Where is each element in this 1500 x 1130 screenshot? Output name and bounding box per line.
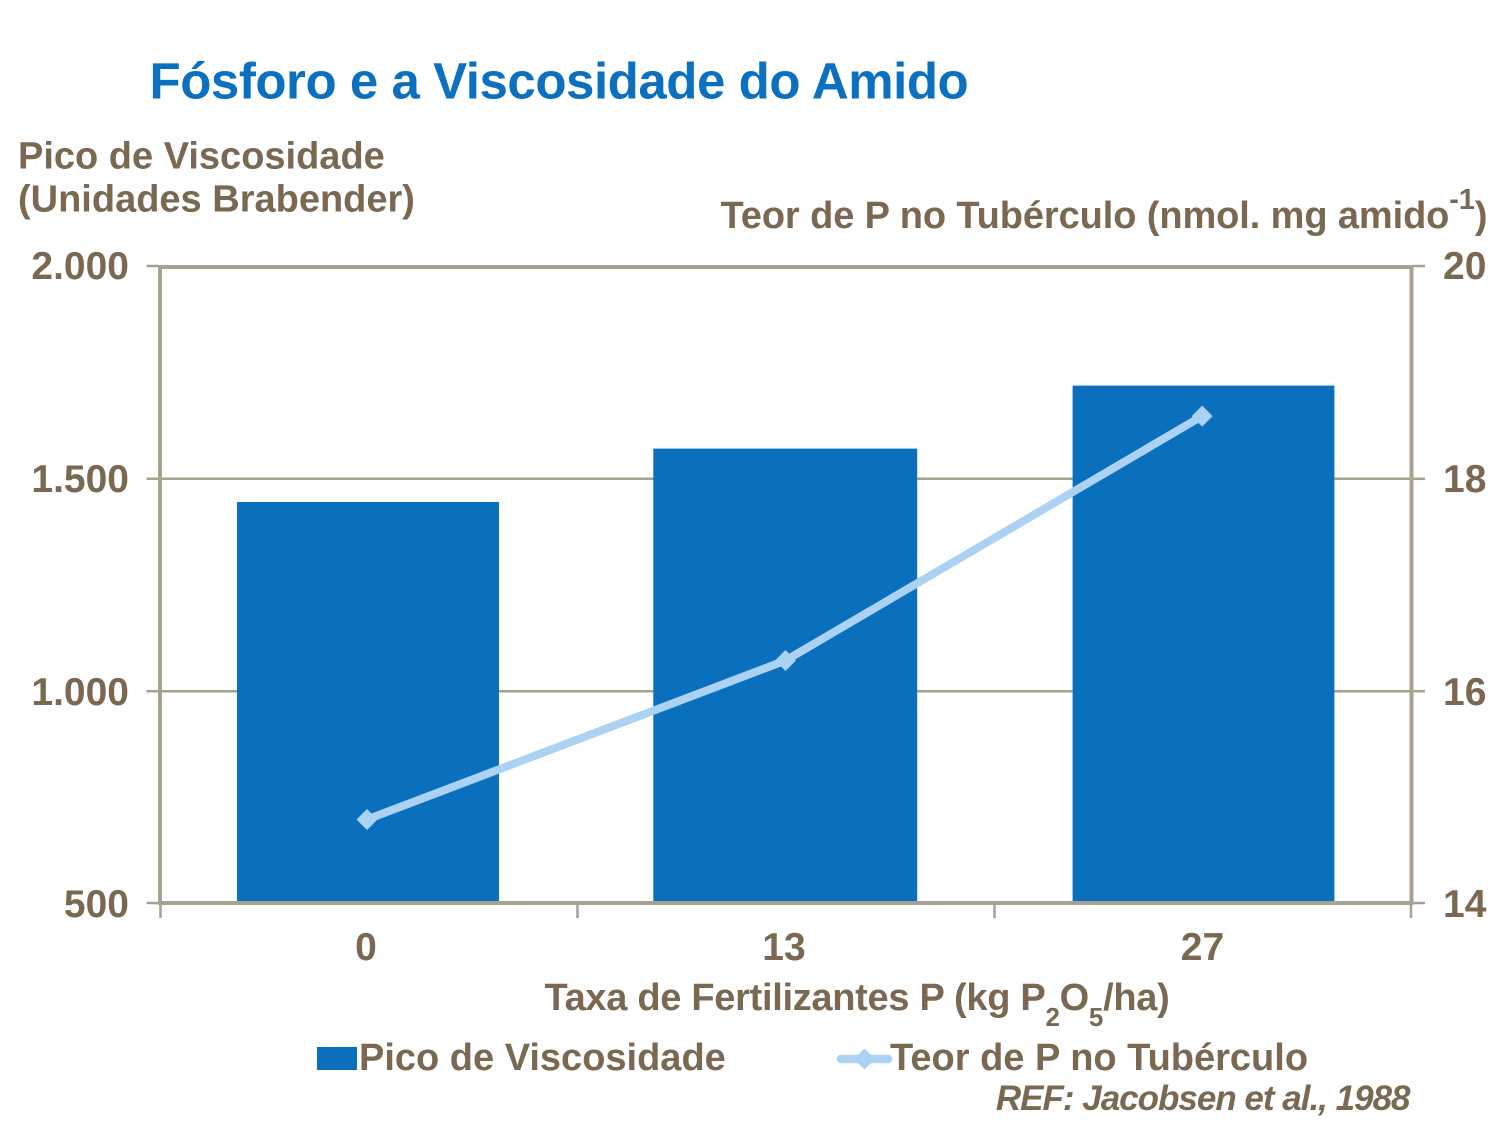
svg-text:20: 20 (1443, 245, 1486, 288)
svg-text:0: 0 (355, 926, 377, 969)
svg-text:16: 16 (1443, 671, 1486, 714)
svg-text:500: 500 (64, 883, 129, 926)
svg-text:27: 27 (1181, 926, 1224, 969)
svg-text:1.500: 1.500 (31, 458, 129, 501)
svg-text:REF: Jacobsen et al., 1988: REF: Jacobsen et al., 1988 (996, 1079, 1411, 1118)
svg-text:Fósforo e a Viscosidade do Ami: Fósforo e a Viscosidade do Amido (150, 53, 969, 110)
svg-text:(Unidades Brabender): (Unidades Brabender) (18, 179, 415, 221)
svg-text:13: 13 (762, 926, 805, 969)
svg-text:Teor de P no Tubérculo: Teor de P no Tubérculo (890, 1037, 1308, 1079)
svg-text:Pico de Viscosidade: Pico de Viscosidade (18, 136, 385, 178)
svg-text:18: 18 (1443, 458, 1486, 501)
svg-text:2.000: 2.000 (31, 245, 129, 288)
svg-text:Pico de Viscosidade: Pico de Viscosidade (359, 1037, 726, 1079)
svg-text:14: 14 (1443, 883, 1487, 926)
svg-text:1.000: 1.000 (31, 671, 129, 714)
